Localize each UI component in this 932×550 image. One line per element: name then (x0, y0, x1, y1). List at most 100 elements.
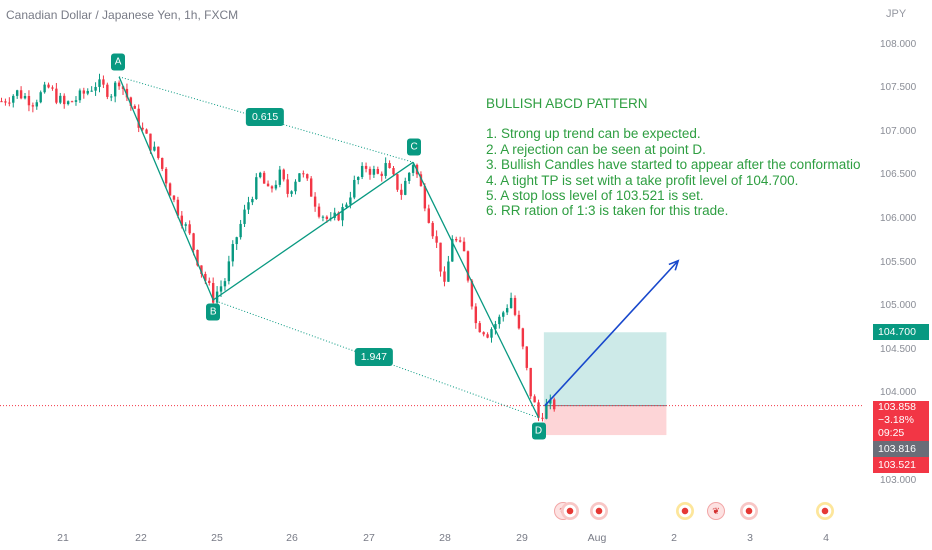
candle-body (125, 88, 129, 98)
candle-body (306, 174, 309, 179)
candle-body (259, 172, 262, 178)
candle-body (204, 273, 207, 281)
candle-body (66, 101, 70, 105)
notes-heading: BULLISH ABCD PATTERN (486, 96, 648, 111)
y-tick-label: 106.500 (880, 169, 917, 181)
candle-body (70, 101, 74, 103)
candle-body (486, 334, 489, 338)
previous-close-tag: 103.816 (873, 441, 929, 457)
pattern-leg (118, 76, 214, 301)
current-price-box: 103.858 −3.18% 09:25 (873, 401, 929, 441)
arrow-shaft (544, 260, 679, 407)
candle-body (270, 186, 274, 189)
candle-body (439, 242, 442, 272)
candle-body (407, 172, 411, 181)
candle-body (466, 251, 470, 281)
candle-body (192, 233, 195, 250)
candle-body (451, 238, 454, 262)
candle-body (482, 332, 485, 335)
candle-body (211, 282, 215, 303)
economic-event-icon[interactable] (676, 502, 694, 520)
candle-body (231, 244, 234, 262)
candle-body (43, 84, 46, 93)
x-tick-label: 22 (135, 532, 147, 544)
y-tick-label: 105.000 (880, 300, 917, 312)
chart-title: Canadian Dollar / Japanese Yen, 1h, FXCM (6, 8, 239, 22)
note-line: 1. Strong up trend can be expected. (486, 126, 701, 142)
x-tick-label: 3 (747, 532, 753, 544)
candle-body (196, 249, 199, 266)
pattern-leg (412, 161, 540, 419)
candle-body (86, 90, 89, 94)
candle-body (423, 186, 427, 209)
candle-body (380, 173, 383, 176)
candle-body (153, 146, 156, 151)
y-tick-label: 108.000 (880, 38, 917, 50)
economic-event-icon[interactable] (561, 502, 579, 520)
candle-body (494, 324, 497, 330)
y-tick-label: 104.500 (880, 343, 917, 355)
candle-body (129, 97, 133, 106)
x-tick-label: Aug (587, 532, 607, 544)
candle-body (8, 102, 11, 104)
candle-body (290, 191, 293, 194)
pattern-ratio-line (213, 299, 539, 419)
candle-body (78, 90, 82, 101)
candle-body (302, 173, 305, 175)
change-tag: −3.18% (878, 414, 914, 426)
candle-body (372, 169, 376, 175)
y-tick-label: 106.000 (880, 212, 917, 224)
candle-body (15, 90, 19, 96)
candle-body (313, 196, 317, 207)
candle-body (172, 195, 176, 200)
economic-event-icon[interactable] (590, 502, 608, 520)
candle-body (59, 95, 62, 103)
candle-body (462, 241, 466, 252)
x-tick-label: 29 (516, 532, 528, 544)
candle-body (341, 207, 344, 221)
note-line: 3. Bullish Candles have started to appea… (486, 157, 861, 173)
candle-body (4, 101, 7, 103)
candle-body (157, 146, 160, 158)
x-tick-label: 4 (823, 532, 829, 544)
candle-body (137, 108, 140, 128)
point-c-label: C (407, 138, 422, 156)
trade-notes: BULLISH ABCD PATTERN 1. Strong up trend … (486, 96, 860, 219)
candle-body (502, 312, 505, 317)
candle-body (521, 328, 525, 347)
point-d-label: D (531, 422, 546, 440)
candle-body (388, 163, 391, 169)
ratio-ac-label: 0.615 (245, 108, 285, 127)
candle-body (161, 157, 164, 169)
candle-body (243, 209, 246, 224)
candle-body (47, 84, 50, 88)
candle-body (239, 223, 242, 238)
note-line: 6. RR ration of 1:3 is taken for this tr… (486, 203, 729, 219)
candle-body (443, 271, 446, 282)
x-tick-label: 2 (671, 532, 677, 544)
economic-event-icon[interactable] (740, 502, 758, 520)
x-tick-label: 27 (363, 532, 375, 544)
economic-event-icon[interactable] (816, 502, 834, 520)
canada-flag-event-icon[interactable]: ❦ (707, 502, 725, 520)
candle-body (333, 212, 336, 218)
candle-body (364, 165, 368, 169)
candle-body (545, 403, 548, 419)
candle-body (337, 212, 340, 221)
candle-body (529, 367, 532, 397)
candle-body (478, 323, 481, 333)
candle-body (39, 92, 42, 103)
candle-body (411, 164, 415, 173)
candle-body (200, 265, 203, 274)
candle-body (55, 88, 58, 103)
candle-body (266, 183, 270, 187)
point-b-label: B (206, 303, 221, 321)
candle-body (164, 168, 168, 184)
candle-body (458, 240, 462, 242)
candle-body (282, 169, 285, 180)
candle-body (82, 90, 86, 94)
candle-body (247, 202, 250, 210)
y-tick-label: 107.000 (880, 125, 917, 137)
candle-body (525, 346, 528, 368)
